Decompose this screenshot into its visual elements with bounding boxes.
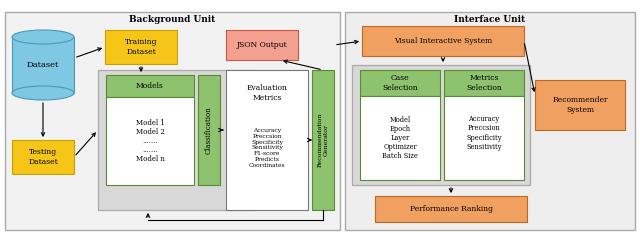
Text: Background Unit: Background Unit <box>129 15 215 25</box>
Text: Testing
Dataset: Testing Dataset <box>28 148 58 166</box>
Bar <box>352 65 530 185</box>
Text: Accuracy
Preccsion
Specificity
Sensitivity: Accuracy Preccsion Specificity Sensitivi… <box>467 115 502 151</box>
Bar <box>312 70 334 210</box>
Text: Performance Ranking: Performance Ranking <box>410 205 493 213</box>
Bar <box>106 75 194 97</box>
Text: Visual Interactive System: Visual Interactive System <box>394 37 492 45</box>
Bar <box>198 75 220 185</box>
Text: Dataset: Dataset <box>27 61 59 69</box>
Text: Metrics
Selection: Metrics Selection <box>466 74 502 91</box>
Bar <box>226 70 308 210</box>
Bar <box>444 96 524 180</box>
Text: Accuracy
Preccsion
Specificity
Sensitivity
F1-score
Predicts
Coordinates: Accuracy Preccsion Specificity Sensitivi… <box>249 128 285 168</box>
Bar <box>444 70 524 96</box>
Bar <box>375 196 527 222</box>
Text: Model 1
Model 2
.......
.......
Model n: Model 1 Model 2 ....... ....... Model n <box>136 119 164 163</box>
Text: Case
Selection: Case Selection <box>382 74 418 91</box>
Ellipse shape <box>12 86 74 100</box>
Bar <box>226 30 298 60</box>
Bar <box>345 12 635 230</box>
Bar <box>360 96 440 180</box>
Bar <box>360 70 440 96</box>
Bar <box>5 12 340 230</box>
Bar <box>535 80 625 130</box>
Bar <box>362 26 524 56</box>
Text: Recommendation
Generator: Recommendation Generator <box>317 113 328 167</box>
Text: Interface Unit: Interface Unit <box>454 15 525 25</box>
Text: Recommender
System: Recommender System <box>552 96 608 113</box>
Bar <box>12 140 74 174</box>
Text: Training
Dataset: Training Dataset <box>125 38 157 56</box>
Text: Models: Models <box>136 82 164 90</box>
Bar <box>12 37 74 93</box>
Text: Classification: Classification <box>205 106 213 154</box>
Text: Model
Epoch
Layer
Optimizer
Batch Size: Model Epoch Layer Optimizer Batch Size <box>382 116 418 160</box>
Ellipse shape <box>12 30 74 44</box>
Bar <box>106 97 194 185</box>
Bar <box>98 70 254 210</box>
Text: Evaluation
Metrics: Evaluation Metrics <box>246 84 287 102</box>
Bar <box>105 30 177 64</box>
Text: JSON Output: JSON Output <box>237 41 287 49</box>
